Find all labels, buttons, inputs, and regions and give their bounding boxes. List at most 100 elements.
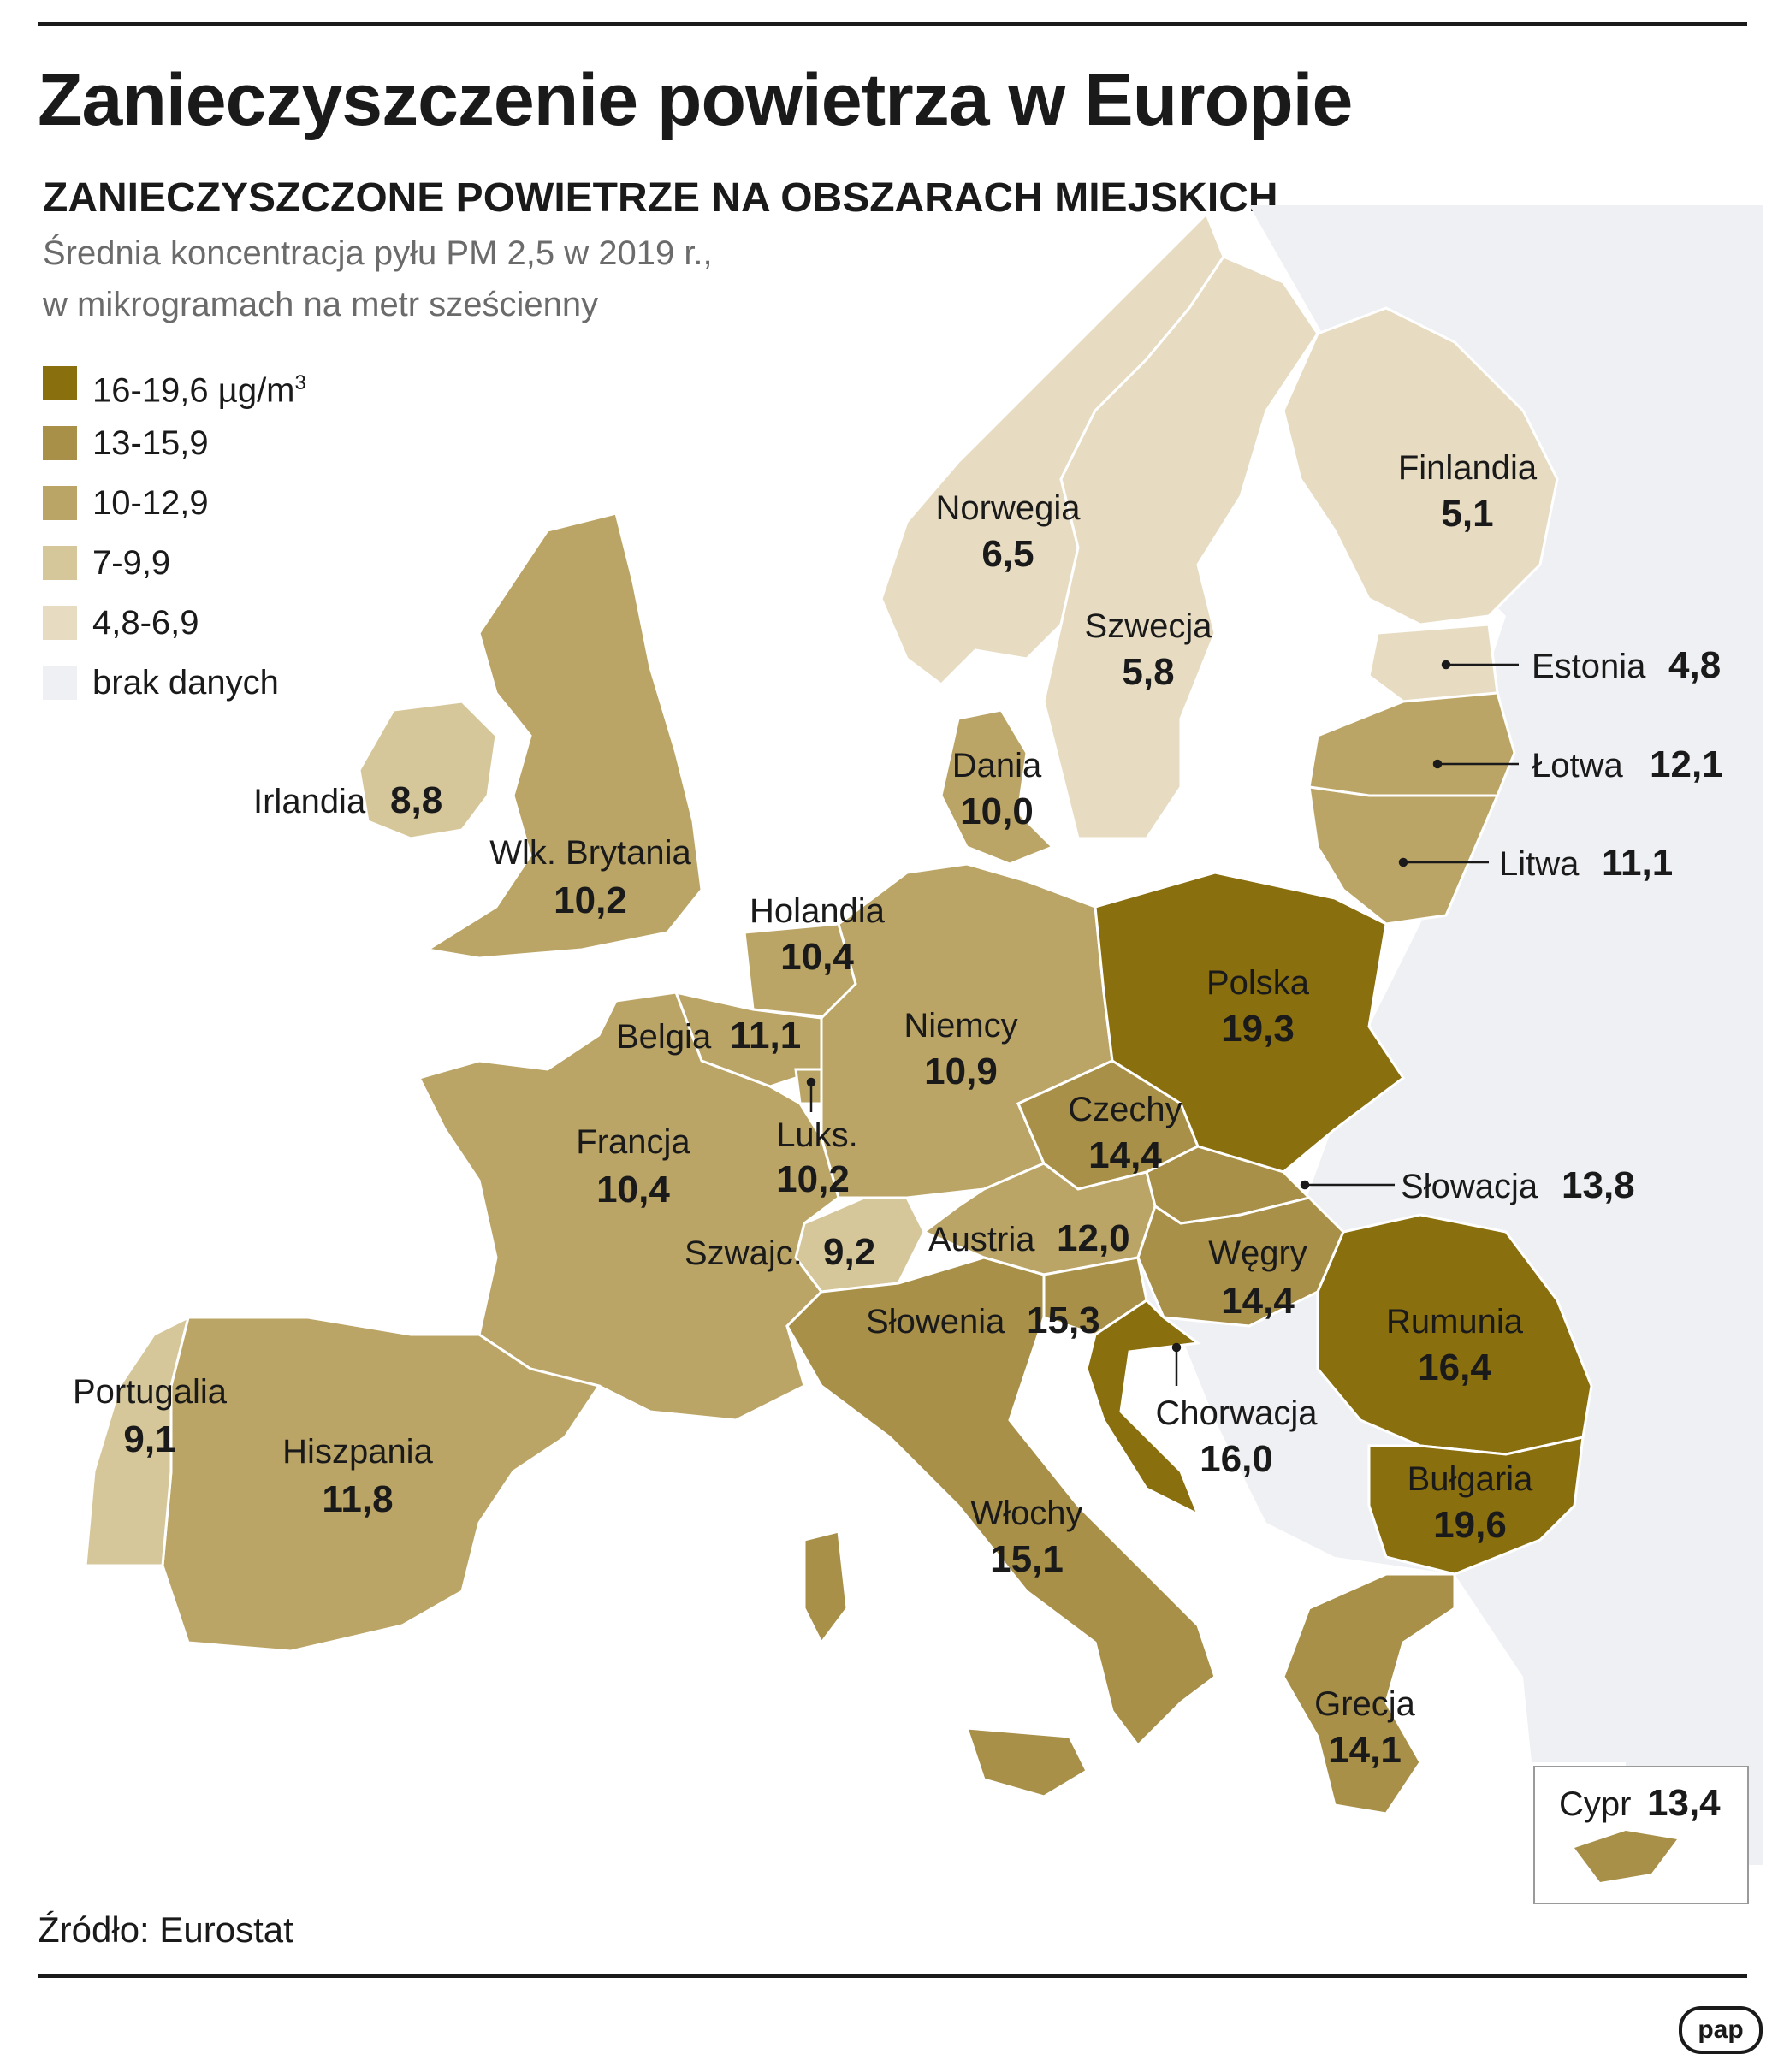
legend-swatch — [43, 366, 77, 400]
country-luxembourg — [794, 1068, 823, 1105]
label-netherlands-value: 10,4 — [780, 936, 854, 978]
page-subtitle: ZANIECZYSZCZONE POWIETRZE NA OBSZARACH M… — [43, 175, 1278, 221]
country-bulgaria — [1367, 1436, 1585, 1576]
label-lithuania-name: Litwa — [1499, 845, 1580, 883]
legend-item: 7-9,9 — [43, 542, 522, 583]
label-estonia-name: Estonia — [1532, 648, 1646, 685]
label-slovakia-name: Słowacja — [1401, 1168, 1538, 1205]
country-ireland — [358, 700, 498, 840]
label-switzerland-value: 9,2 — [823, 1231, 875, 1273]
label-romania-value: 16,4 — [1418, 1347, 1491, 1388]
legend-swatch — [43, 486, 77, 520]
leader-dot-slovakia — [1300, 1180, 1310, 1190]
label-austria-name: Austria — [928, 1221, 1035, 1258]
country-france — [417, 991, 840, 1422]
legend-label: brak danych — [92, 664, 279, 702]
country-latvia — [1307, 691, 1516, 797]
legend-swatch — [43, 666, 77, 700]
country-uk — [424, 512, 703, 960]
description-line-1: Średnia koncentracja pyłu PM 2,5 w 2019 … — [43, 234, 713, 272]
label-uk-name: Wlk. Brytania — [489, 834, 691, 872]
label-finland-name: Finlandia — [1398, 449, 1538, 487]
label-slovakia-value: 13,8 — [1562, 1164, 1635, 1206]
legend-swatch — [43, 606, 77, 640]
label-bulgaria-name: Bułgaria — [1408, 1460, 1534, 1498]
label-croatia-value: 16,0 — [1200, 1438, 1273, 1480]
label-portugal-name: Portugalia — [73, 1373, 228, 1411]
label-czechia-value: 14,4 — [1088, 1134, 1162, 1176]
legend-item: brak danych — [43, 662, 522, 703]
label-slovenia-name: Słowenia — [866, 1303, 1005, 1341]
leader-dot-luxembourg — [806, 1077, 816, 1087]
description-line-2: w mikrogramach na metr sześcienny — [43, 286, 599, 323]
label-ireland-name: Irlandia — [253, 783, 366, 820]
leader-dot-estonia — [1441, 660, 1451, 670]
label-ireland-value: 8,8 — [390, 779, 442, 821]
country-italy-sardinia — [803, 1530, 849, 1645]
source-note: Źródło: Eurostat — [38, 1909, 293, 1950]
legend-label: 7-9,9 — [92, 544, 171, 582]
label-spain-value: 11,8 — [322, 1478, 393, 1520]
label-sweden-name: Szwecja — [1085, 607, 1213, 645]
legend-item: 16-19,6 µg/m3 — [43, 363, 522, 409]
label-norway-value: 6,5 — [981, 533, 1034, 575]
label-belgium-value: 11,1 — [730, 1015, 801, 1057]
label-slovenia-value: 15,3 — [1027, 1299, 1100, 1341]
label-croatia-name: Chorwacja — [1156, 1394, 1319, 1432]
label-romania-name: Rumunia — [1386, 1303, 1524, 1341]
label-latvia-name: Łotwa — [1532, 747, 1623, 784]
label-italy-name: Włochy — [970, 1495, 1082, 1532]
label-germany-value: 10,9 — [924, 1051, 998, 1092]
legend-label: 10-12,9 — [92, 484, 209, 522]
leader-dot-latvia — [1432, 759, 1443, 769]
label-finland-value: 5,1 — [1441, 493, 1493, 535]
legend-item: 4,8-6,9 — [43, 602, 522, 643]
leader-dot-croatia — [1171, 1342, 1182, 1353]
label-cyprus-value: 13,4 — [1647, 1782, 1721, 1824]
top-rule — [38, 22, 1747, 26]
label-estonia-value: 4,8 — [1668, 644, 1721, 686]
label-hungary-name: Węgry — [1208, 1234, 1307, 1272]
country-cyprus — [1574, 1831, 1677, 1882]
label-latvia-value: 12,1 — [1650, 743, 1723, 785]
legend-label: 4,8-6,9 — [92, 604, 199, 642]
label-austria-value: 12,0 — [1057, 1217, 1130, 1259]
country-croatia — [1085, 1299, 1201, 1518]
label-greece-value: 14,1 — [1328, 1729, 1402, 1771]
leader-lines — [806, 660, 1519, 1386]
label-denmark-value: 10,0 — [960, 790, 1034, 832]
label-bulgaria-value: 19,6 — [1433, 1504, 1507, 1546]
label-luxembourg-name: Luks. — [776, 1116, 858, 1154]
label-czechia-name: Czechy — [1068, 1091, 1182, 1128]
legend-swatch — [43, 546, 77, 580]
label-lithuania-value: 11,1 — [1602, 842, 1673, 884]
legend-label: 16-19,6 µg/m3 — [92, 371, 306, 410]
label-portugal-value: 9,1 — [123, 1418, 175, 1460]
legend-label: 13-15,9 — [92, 424, 209, 462]
label-norway-name: Norwegia — [936, 489, 1082, 527]
label-france-name: Francja — [576, 1123, 690, 1161]
country-denmark — [939, 708, 1055, 866]
legend-swatch — [43, 426, 77, 460]
label-netherlands-name: Holandia — [750, 892, 886, 930]
country-sweden — [1042, 255, 1319, 840]
country-labels: Finlandia 5,1 Norwegia 6,5 Szwecja 5,8 E… — [73, 449, 1723, 1824]
label-greece-name: Grecja — [1314, 1685, 1416, 1723]
label-denmark-name: Dania — [952, 747, 1042, 784]
country-lithuania — [1307, 785, 1500, 926]
legend-item: 13-15,9 — [43, 423, 522, 464]
label-cyprus-name: Cypr — [1559, 1785, 1631, 1823]
bottom-rule — [38, 1974, 1747, 1978]
country-hungary — [1136, 1196, 1345, 1328]
label-sweden-value: 5,8 — [1122, 651, 1174, 693]
country-italy — [785, 1256, 1217, 1748]
label-poland-name: Polska — [1206, 964, 1310, 1002]
leader-dot-lithuania — [1398, 857, 1408, 867]
legend-item: 10-12,9 — [43, 482, 522, 524]
label-uk-value: 10,2 — [554, 879, 627, 921]
no-data-region-east — [1112, 205, 1763, 1865]
label-hungary-value: 14,4 — [1221, 1280, 1295, 1322]
label-germany-name: Niemcy — [904, 1007, 1017, 1045]
label-spain-name: Hiszpania — [282, 1433, 433, 1471]
label-poland-value: 19,3 — [1221, 1008, 1295, 1050]
